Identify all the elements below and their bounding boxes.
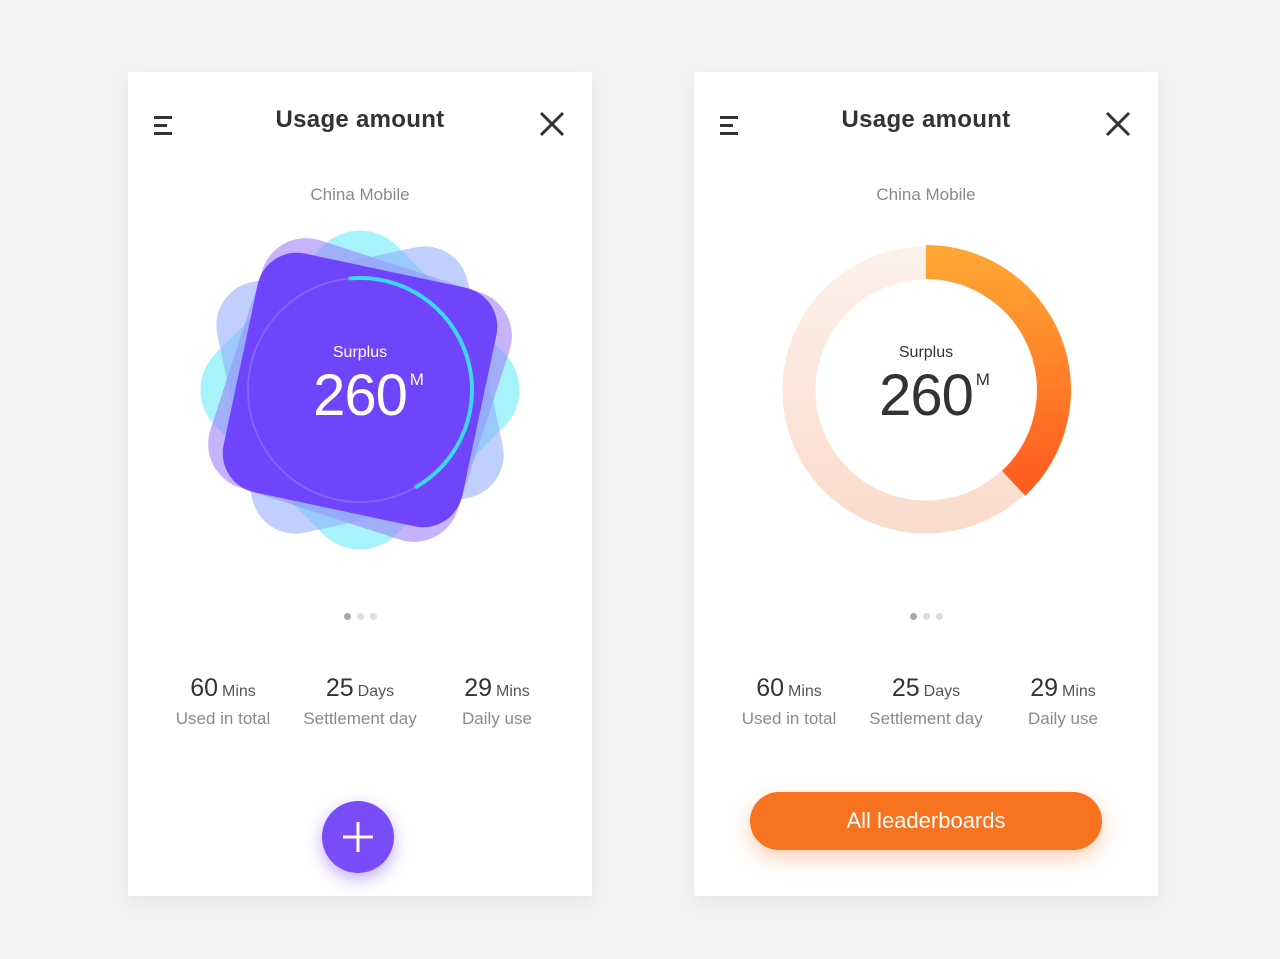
surplus-value: 260 xyxy=(313,363,408,428)
usage-donut xyxy=(782,245,1071,534)
stat-label: Used in total xyxy=(741,709,837,728)
surplus-label: Surplus xyxy=(332,344,388,361)
close-icon[interactable] xyxy=(538,110,566,138)
stat-unit: Mins xyxy=(1062,683,1096,700)
page-title: Usage amount xyxy=(275,106,445,133)
carrier-name: China Mobile xyxy=(876,185,976,204)
stat-settlement-day: 25 Days Settlement day xyxy=(295,674,425,729)
page-dot[interactable] xyxy=(922,613,930,620)
surplus-value: 260 xyxy=(879,363,974,428)
carrier-name: China Mobile xyxy=(310,185,410,204)
usage-card-orange: Usage amount China Mobile Surplus 260 M xyxy=(694,72,1158,896)
stat-value: 29 xyxy=(1030,674,1059,702)
page-dot[interactable] xyxy=(909,613,917,620)
page-indicator xyxy=(694,613,1158,620)
page-dot[interactable] xyxy=(935,613,943,620)
page-dot[interactable] xyxy=(343,613,351,620)
stat-unit: Days xyxy=(357,683,395,700)
stat-value: 60 xyxy=(190,674,219,702)
stat-used-total: 60 Mins Used in total xyxy=(158,674,288,729)
page-dot[interactable] xyxy=(369,613,377,620)
usage-gauge-blob xyxy=(200,230,520,550)
stat-value: 29 xyxy=(464,674,493,702)
menu-icon[interactable] xyxy=(720,114,742,136)
stat-value: 60 xyxy=(756,674,785,702)
stat-unit: Days xyxy=(923,683,961,700)
surplus-label: Surplus xyxy=(898,344,954,361)
stat-used-total: 60 Mins Used in total xyxy=(724,674,854,729)
stat-unit: Mins xyxy=(496,683,530,700)
close-icon[interactable] xyxy=(1104,110,1132,138)
usage-stats: 60 Mins Used in total 25 Days Settlement d… xyxy=(158,674,562,729)
stat-daily-use: 29 Mins Daily use xyxy=(432,674,562,729)
stat-settlement-day: 25 Days Settlement day xyxy=(861,674,991,729)
page-title: Usage amount xyxy=(841,106,1011,133)
usage-stats: 60 Mins Used in total 25 Days Settlement d… xyxy=(724,674,1128,729)
page-indicator xyxy=(128,613,592,620)
stat-unit: Mins xyxy=(788,683,822,700)
surplus-unit: M xyxy=(409,370,424,389)
page-dot[interactable] xyxy=(356,613,364,620)
stat-unit: Mins xyxy=(222,683,256,700)
plus-icon xyxy=(343,822,373,852)
menu-icon[interactable] xyxy=(154,114,176,136)
gauge-readout: Surplus 260 M xyxy=(128,344,592,428)
usage-card-purple: Usage amount China Mobile Surplus 260 M … xyxy=(128,72,592,896)
stat-label: Settlement day xyxy=(303,709,417,728)
stat-label: Settlement day xyxy=(869,709,983,728)
stat-value: 25 xyxy=(891,674,920,702)
gauge-readout: Surplus 260 M xyxy=(694,344,1158,428)
add-button[interactable] xyxy=(322,801,394,873)
stat-value: 25 xyxy=(325,674,354,702)
stat-daily-use: 29 Mins Daily use xyxy=(998,674,1128,729)
stat-label: Used in total xyxy=(175,709,271,728)
stat-label: Daily use xyxy=(462,709,532,728)
all-leaderboards-button[interactable]: All leaderboards xyxy=(750,792,1102,850)
stat-label: Daily use xyxy=(1028,709,1098,728)
surplus-unit: M xyxy=(975,370,990,389)
